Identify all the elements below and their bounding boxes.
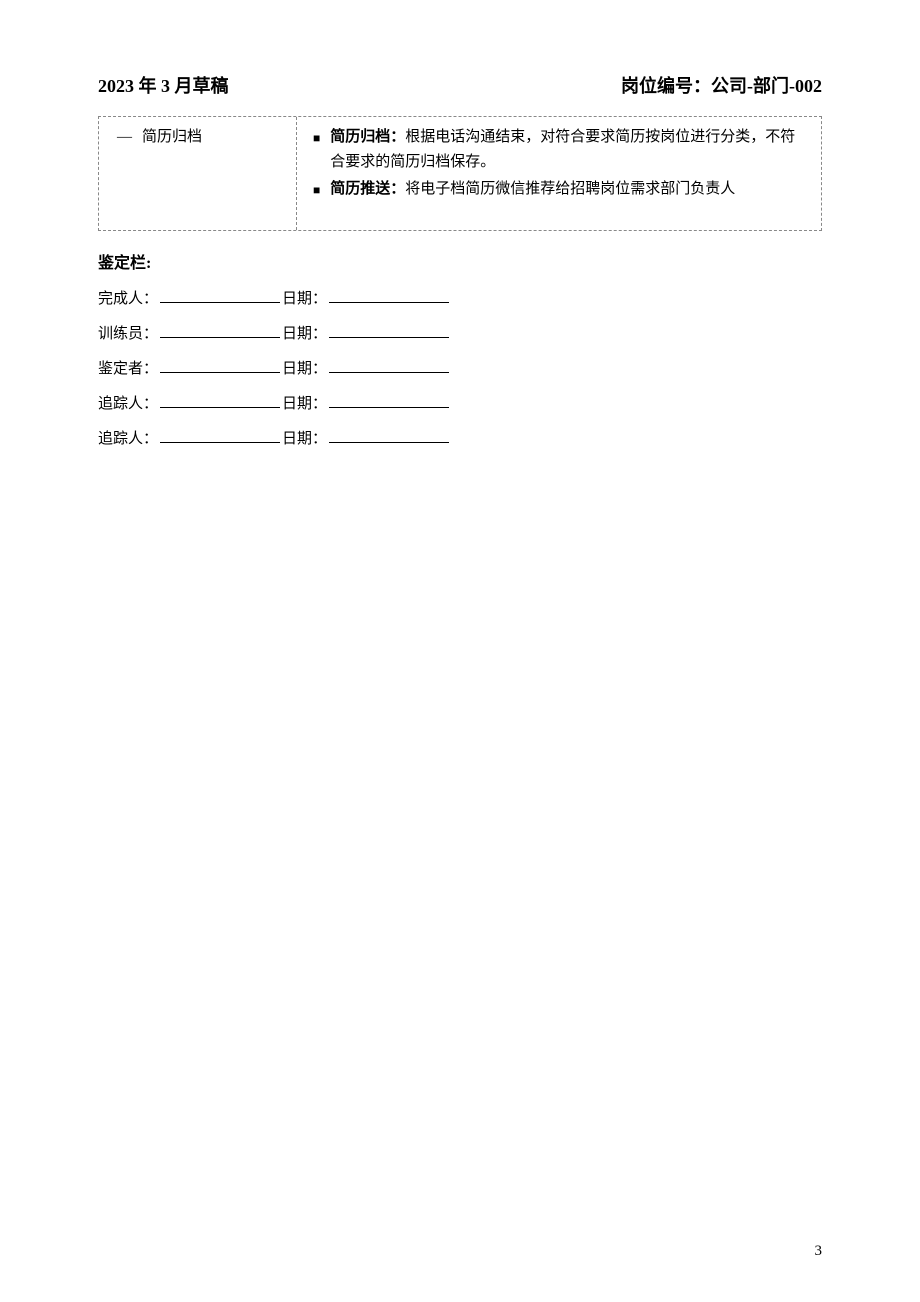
table-container: — 简历归档 ■ 简历归档：根据电话沟通结束，对符合要求简历按岗位进行分类，不符…: [98, 116, 822, 231]
list-item: — 简历归档: [117, 125, 286, 149]
right-item-content: 简历归档：根据电话沟通结束，对符合要求简历按岗位进行分类，不符合要求的简历归档保…: [330, 125, 809, 175]
list-item: ■ 简历归档：根据电话沟通结束，对符合要求简历按岗位进行分类，不符合要求的简历归…: [313, 125, 809, 175]
sig-label-date: 日期：: [282, 287, 327, 308]
sig-label-person: 鉴定者：: [98, 357, 158, 378]
square-bullet-icon: ■: [313, 129, 320, 149]
signature-line: [160, 324, 280, 338]
signature-line: [329, 324, 449, 338]
signature-line: [329, 394, 449, 408]
table-right-column: ■ 简历归档：根据电话沟通结束，对符合要求简历按岗位进行分类，不符合要求的简历归…: [297, 117, 821, 230]
signature-line: [160, 289, 280, 303]
verify-rows: 完成人： 日期： 训练员： 日期： 鉴定者： 日期： 追踪人： 日期： 追踪人：…: [98, 287, 822, 448]
header-left: 2023 年 3 月草稿: [98, 72, 229, 98]
sig-label-date: 日期：: [282, 322, 327, 343]
sig-label-date: 日期：: [282, 357, 327, 378]
signature-line: [329, 429, 449, 443]
page-header: 2023 年 3 月草稿 岗位编号：公司-部门-002: [98, 72, 822, 98]
signature-line: [160, 359, 280, 373]
signature-line: [329, 359, 449, 373]
signature-row: 追踪人： 日期：: [98, 427, 822, 448]
square-bullet-icon: ■: [313, 181, 320, 201]
page-number: 3: [815, 1243, 823, 1260]
page-content: 2023 年 3 月草稿 岗位编号：公司-部门-002 — 简历归档 ■ 简历归…: [0, 0, 920, 448]
signature-row: 完成人： 日期：: [98, 287, 822, 308]
signature-row: 训练员： 日期：: [98, 322, 822, 343]
dash-icon: —: [117, 125, 132, 149]
sig-label-date: 日期：: [282, 392, 327, 413]
signature-line: [329, 289, 449, 303]
item-bold-label: 简历归档：: [330, 129, 405, 145]
list-item: ■ 简历推送：将电子档简历微信推荐给招聘岗位需求部门负责人: [313, 177, 809, 202]
header-right: 岗位编号：公司-部门-002: [621, 72, 822, 98]
sig-label-person: 训练员：: [98, 322, 158, 343]
sig-label-person: 追踪人：: [98, 427, 158, 448]
item-bold-label: 简历推送：: [330, 181, 405, 197]
right-item-content: 简历推送：将电子档简历微信推荐给招聘岗位需求部门负责人: [330, 177, 735, 202]
signature-line: [160, 394, 280, 408]
signature-row: 鉴定者： 日期：: [98, 357, 822, 378]
sig-label-date: 日期：: [282, 427, 327, 448]
signature-row: 追踪人： 日期：: [98, 392, 822, 413]
verify-section-title: 鉴定栏:: [98, 249, 822, 273]
sig-label-person: 追踪人：: [98, 392, 158, 413]
table-left-column: — 简历归档: [99, 117, 297, 230]
left-item-text: 简历归档: [142, 125, 202, 149]
sig-label-person: 完成人：: [98, 287, 158, 308]
signature-line: [160, 429, 280, 443]
item-text: 将电子档简历微信推荐给招聘岗位需求部门负责人: [405, 181, 735, 197]
